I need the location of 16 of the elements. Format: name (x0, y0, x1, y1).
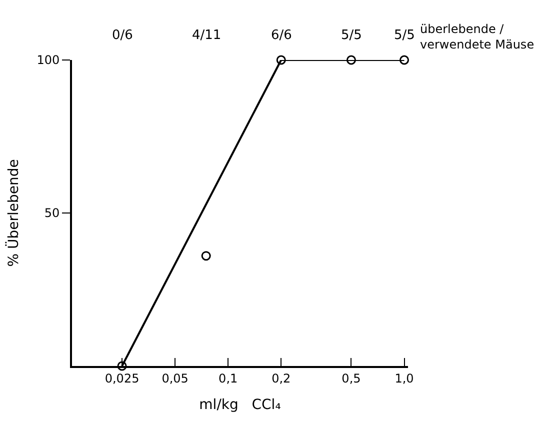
text: 5/5 (394, 28, 415, 43)
y-tick-label: 50 (44, 206, 60, 220)
y-tick-label: 100 (36, 53, 60, 68)
y-axis-title: % Überlebende (4, 159, 22, 267)
text: überlebende / verwendete Mäuse (420, 22, 534, 52)
text: 6/6 (271, 28, 292, 43)
x-axis-title: ml/kg CCl₄ (199, 397, 282, 414)
text: 5/5 (341, 28, 362, 43)
x-tick-label: 0,05 (162, 371, 188, 386)
text: 0/6 (112, 28, 133, 43)
text: 4/11 (192, 28, 222, 43)
x-tick-label: 0,2 (272, 371, 291, 386)
x-tick-label: 0,025 (104, 371, 140, 386)
x-tick-label: 0,5 (342, 371, 361, 386)
x-tick-label: 0,1 (218, 371, 238, 386)
x-tick-label: 1,0 (394, 371, 414, 386)
